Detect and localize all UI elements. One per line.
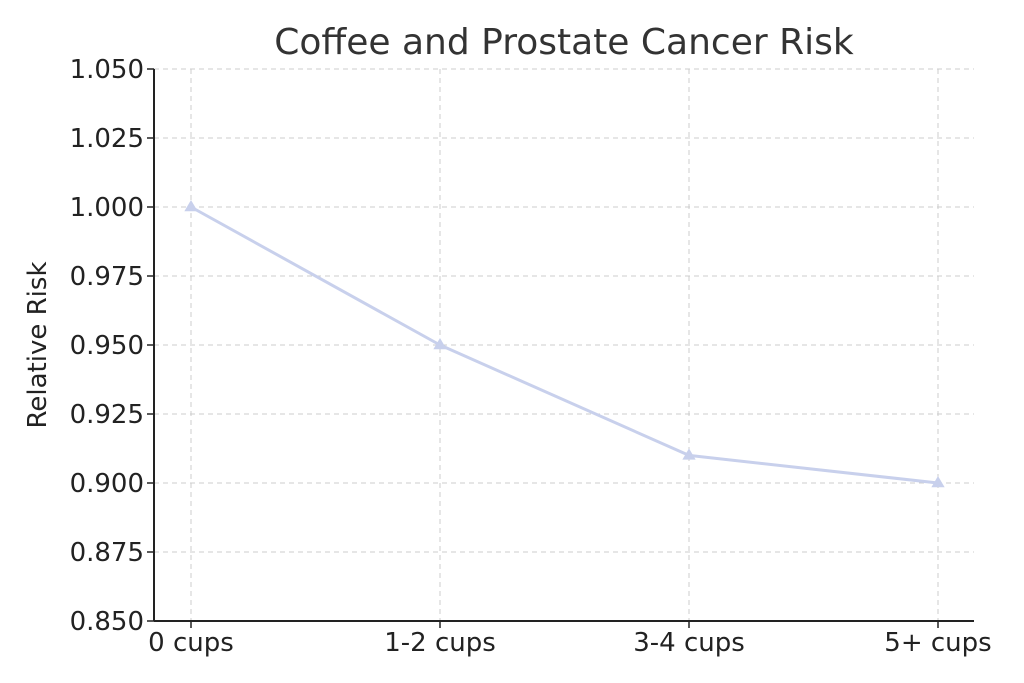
x-tick-label: 0 cups [148,628,234,658]
axes [147,68,974,628]
tick-labels: 0.850 0.875 0.900 0.925 0.950 0.975 1.000 1.025… [70,55,992,658]
x-tick-label: 5+ cups [884,628,991,658]
grid [154,68,974,622]
y-tick-label: 1.025 [70,124,144,154]
chart-title: Coffee and Prostate Cancer Risk [274,22,854,63]
data-point-marker [931,476,945,488]
y-tick-label: 0.975 [70,262,144,292]
data-point-marker [433,338,447,350]
data-series [184,200,945,488]
y-tick-label: 0.925 [70,400,144,430]
y-axis-label: Relative Risk [23,261,53,428]
y-tick-label: 1.050 [70,55,144,85]
y-tick-label: 0.900 [70,469,144,499]
y-tick-label: 0.950 [70,331,144,361]
x-tick-label: 1-2 cups [384,628,496,658]
y-tick-label: 0.875 [70,538,144,568]
series-line [190,205,939,485]
data-point-marker [184,200,198,212]
data-point-marker [682,448,696,460]
y-tick-label: 0.850 [70,607,144,637]
y-tick-label: 1.000 [70,193,144,223]
x-tick-label: 3-4 cups [633,628,745,658]
